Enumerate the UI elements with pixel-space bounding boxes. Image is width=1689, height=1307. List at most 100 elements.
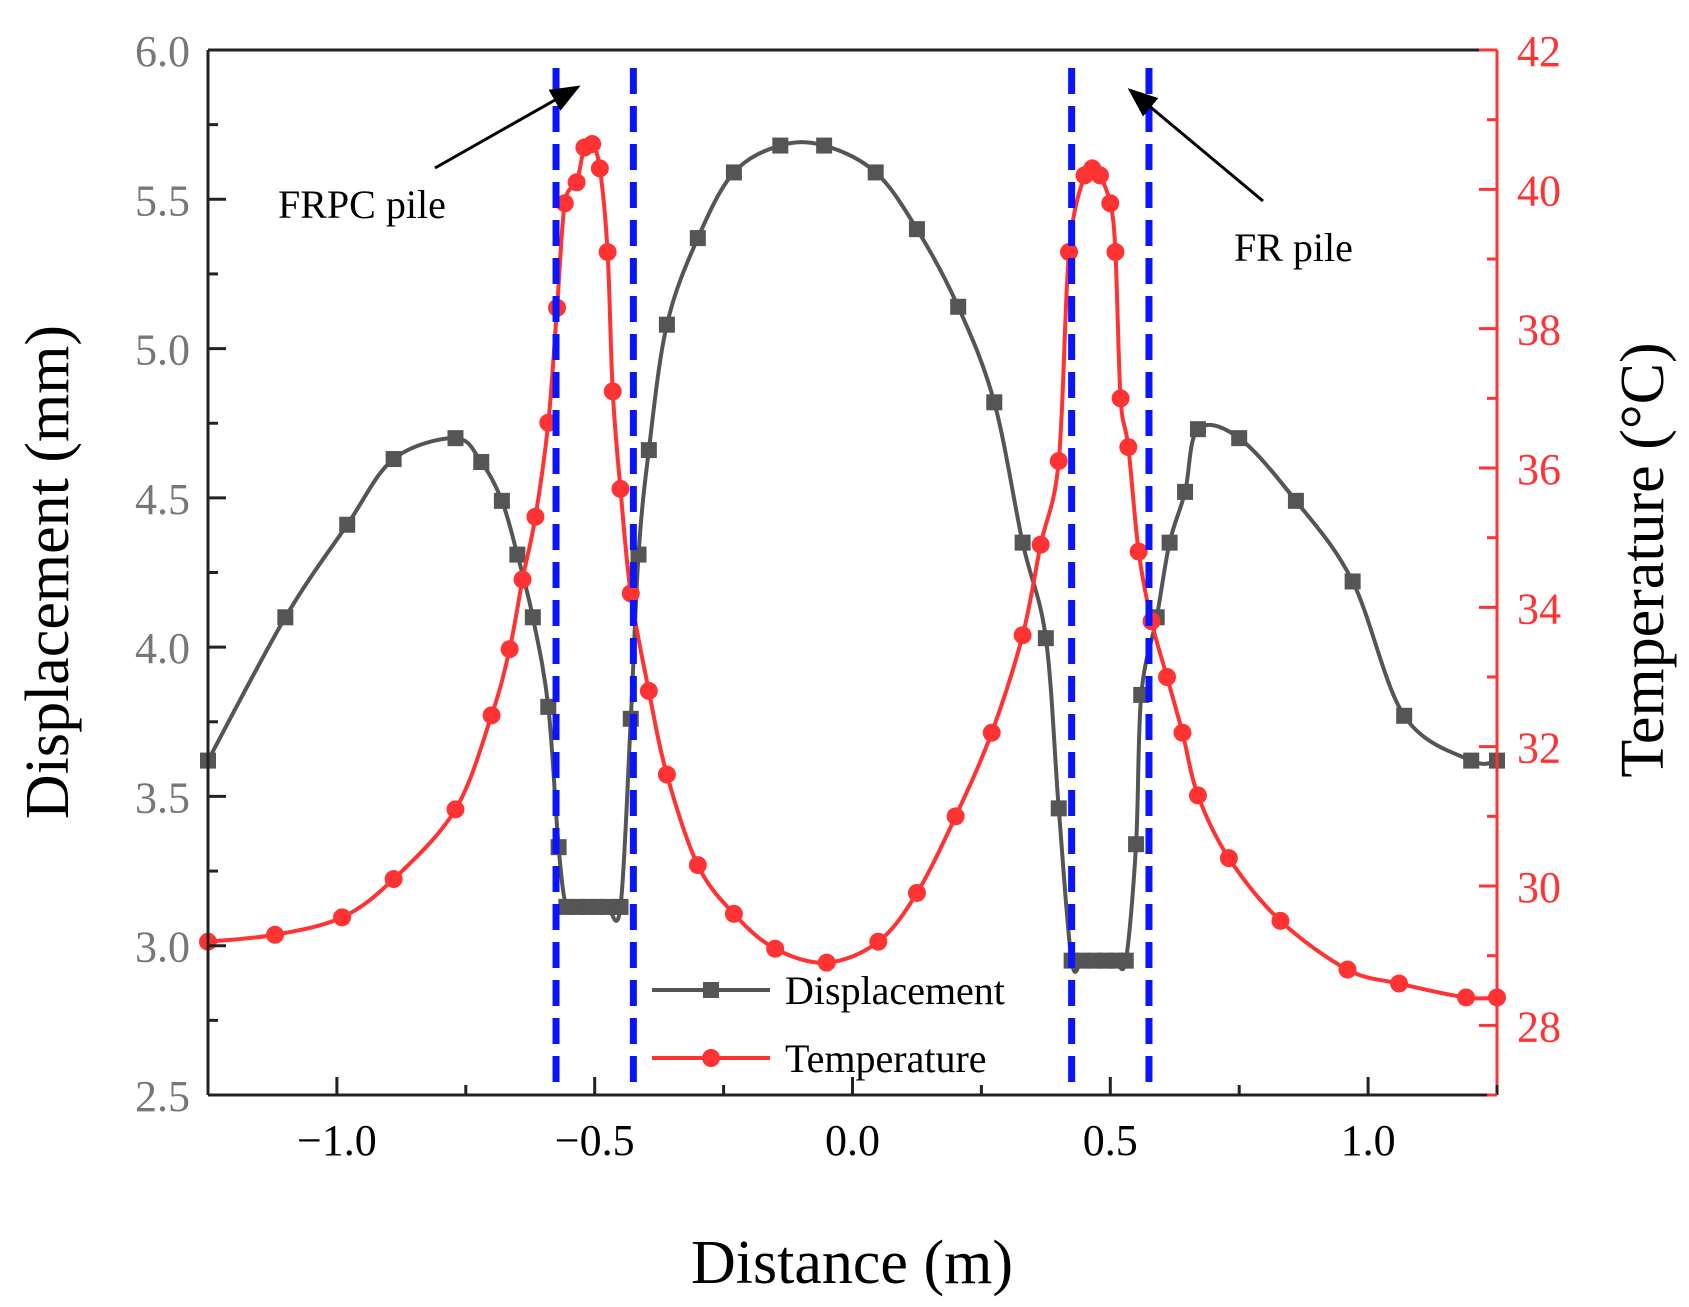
data-point-displacement [1073, 952, 1090, 969]
data-point-temperature [567, 173, 586, 192]
annotation-frpc-arrow [434, 85, 581, 170]
data-point-displacement [1177, 483, 1194, 500]
data-point-displacement [277, 609, 294, 626]
data-point-temperature [1060, 243, 1079, 262]
annotation-fr-pile: FR pile [1234, 225, 1353, 270]
data-point-temperature [817, 953, 836, 972]
x-tick-label: 0.5 [1083, 1116, 1138, 1165]
y-right-tick-label: 32 [1517, 724, 1561, 773]
data-point-temperature [384, 870, 403, 889]
data-point-temperature [688, 856, 707, 875]
data-point-temperature [1457, 988, 1476, 1007]
data-point-temperature [621, 584, 640, 603]
data-point-temperature [333, 908, 352, 927]
data-point-displacement [1287, 492, 1304, 509]
x-axis-title: Distance (m) [691, 1229, 1013, 1297]
data-point-displacement [816, 137, 833, 154]
data-point-temperature [946, 807, 965, 826]
data-point-displacement [986, 394, 1003, 411]
x-tick-label: 1.0 [1341, 1116, 1396, 1165]
y-right-tick-label: 36 [1517, 445, 1561, 494]
data-point-temperature [446, 800, 465, 819]
data-point-temperature [603, 382, 622, 401]
data-point-temperature [1101, 194, 1120, 213]
data-point-displacement [447, 430, 464, 447]
data-point-temperature [611, 479, 630, 498]
legend-entry-displacement: Displacement [652, 968, 1005, 1013]
data-point-temperature [598, 243, 617, 262]
data-point-temperature [907, 883, 926, 902]
data-point-displacement [908, 221, 925, 238]
data-point-displacement [1133, 686, 1150, 703]
data-point-temperature [482, 706, 501, 725]
data-point-temperature [1090, 166, 1109, 185]
data-point-displacement [524, 609, 541, 626]
legend-label-temperature: Temperature [785, 1036, 987, 1081]
data-point-displacement [1344, 573, 1361, 590]
data-point-temperature [1129, 542, 1148, 561]
data-point-temperature [1390, 974, 1409, 993]
legend-marker-displacement [703, 982, 719, 998]
data-point-displacement [1231, 430, 1248, 447]
data-point-temperature [513, 570, 532, 589]
y-tick-label: 5.0 [135, 326, 190, 375]
data-point-displacement [1014, 534, 1031, 551]
data-point-temperature [526, 507, 545, 526]
data-point-temperature [555, 194, 574, 213]
data-point-temperature [1013, 626, 1032, 645]
data-point-temperature [1338, 960, 1357, 979]
data-point-temperature [1173, 723, 1192, 742]
data-point-temperature [869, 932, 888, 951]
data-point-temperature [583, 135, 602, 154]
legend: Displacement Temperature [652, 968, 1005, 1081]
data-point-displacement [689, 230, 706, 247]
y-axis-title: Displacement (mm) [14, 325, 82, 819]
data-point-displacement [658, 316, 675, 333]
annotation-frpc-pile: FRPC pile [278, 182, 446, 227]
series-line-displacement [206, 140, 1498, 974]
data-point-displacement [640, 442, 657, 459]
data-point-displacement [867, 164, 884, 181]
data-point-displacement [473, 454, 490, 471]
data-point-temperature [1188, 786, 1207, 805]
y-right-tick-label: 42 [1517, 27, 1561, 76]
data-point-displacement [1050, 800, 1067, 817]
data-point-displacement [1396, 707, 1413, 724]
data-point-displacement [1117, 952, 1134, 969]
annotation-fr-arrow [1127, 88, 1264, 203]
data-point-temperature [1111, 389, 1130, 408]
data-point-displacement [339, 516, 356, 533]
legend-marker-temperature [702, 1049, 720, 1067]
y-tick-label: 2.5 [135, 1072, 190, 1121]
y-tick-label: 5.5 [135, 176, 190, 225]
data-point-displacement [1189, 421, 1206, 438]
data-point-displacement [612, 898, 629, 915]
data-point-temperature [1031, 535, 1050, 554]
data-point-temperature [590, 159, 609, 178]
legend-label-displacement: Displacement [785, 968, 1005, 1013]
data-point-temperature [982, 723, 1001, 742]
data-point-displacement [540, 698, 557, 715]
data-point-temperature [1158, 668, 1177, 686]
y-tick-label: 6.0 [135, 27, 190, 76]
y-tick-label: 3.0 [135, 923, 190, 972]
data-point-temperature [1271, 911, 1290, 930]
series-layer [199, 135, 1506, 1007]
data-point-temperature [1119, 438, 1138, 457]
x-tick-label: 0.0 [825, 1116, 880, 1165]
data-point-displacement [1463, 752, 1480, 769]
data-point-displacement [725, 164, 742, 181]
data-point-temperature [639, 681, 658, 700]
y-right-axis-title: Temperature (°C) [1609, 342, 1677, 777]
y-tick-label: 3.5 [135, 773, 190, 822]
y-right-tick-label: 38 [1517, 306, 1561, 355]
series-line-temperature [207, 139, 1498, 1001]
data-point-displacement [630, 546, 647, 563]
data-point-temperature [1106, 243, 1125, 262]
x-tick-label: −0.5 [555, 1116, 635, 1165]
y-right-tick-label: 34 [1517, 584, 1561, 633]
data-point-temperature [500, 640, 519, 659]
data-point-displacement [772, 137, 789, 154]
y-tick-label: 4.0 [135, 624, 190, 673]
data-point-displacement [1161, 534, 1178, 551]
